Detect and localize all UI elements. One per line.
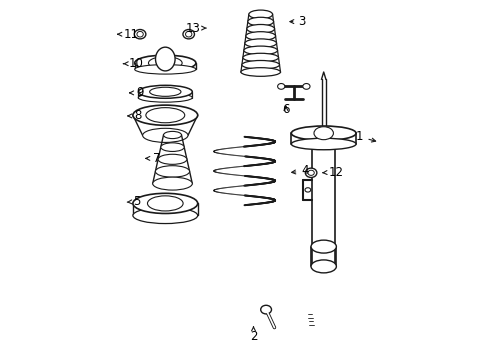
- Ellipse shape: [302, 84, 309, 89]
- Text: 7: 7: [145, 152, 160, 165]
- Text: 1: 1: [355, 130, 375, 143]
- Ellipse shape: [248, 10, 272, 19]
- Ellipse shape: [243, 53, 278, 62]
- Ellipse shape: [138, 85, 192, 98]
- Ellipse shape: [313, 127, 333, 140]
- Ellipse shape: [133, 207, 197, 224]
- Ellipse shape: [247, 17, 273, 26]
- Ellipse shape: [244, 39, 276, 48]
- Ellipse shape: [137, 31, 143, 37]
- Ellipse shape: [149, 87, 181, 96]
- Ellipse shape: [142, 128, 187, 143]
- Ellipse shape: [134, 55, 196, 71]
- Ellipse shape: [133, 193, 197, 213]
- Ellipse shape: [305, 168, 316, 177]
- Ellipse shape: [185, 31, 191, 37]
- Ellipse shape: [158, 154, 186, 164]
- Ellipse shape: [242, 60, 279, 69]
- Ellipse shape: [138, 93, 192, 102]
- Ellipse shape: [148, 57, 182, 69]
- Ellipse shape: [291, 138, 355, 150]
- Text: 10: 10: [123, 57, 143, 70]
- Ellipse shape: [311, 136, 335, 144]
- Text: 8: 8: [128, 109, 142, 122]
- Ellipse shape: [183, 30, 194, 39]
- Text: 5: 5: [127, 195, 140, 208]
- Ellipse shape: [305, 188, 310, 192]
- Text: 13: 13: [185, 22, 206, 35]
- Text: 6: 6: [282, 103, 289, 116]
- Text: 2: 2: [249, 327, 257, 343]
- Ellipse shape: [277, 84, 284, 89]
- Ellipse shape: [241, 68, 280, 76]
- Ellipse shape: [145, 108, 184, 123]
- Text: 4: 4: [291, 165, 308, 177]
- Ellipse shape: [244, 46, 277, 55]
- Ellipse shape: [163, 131, 181, 139]
- Text: 12: 12: [322, 166, 343, 179]
- Ellipse shape: [310, 240, 336, 253]
- Text: 3: 3: [289, 15, 305, 28]
- Ellipse shape: [260, 305, 271, 314]
- Ellipse shape: [155, 166, 189, 177]
- Ellipse shape: [307, 170, 314, 175]
- Text: 11: 11: [118, 28, 138, 41]
- Ellipse shape: [291, 126, 355, 140]
- Ellipse shape: [246, 24, 274, 33]
- Ellipse shape: [147, 196, 183, 211]
- Ellipse shape: [134, 30, 145, 39]
- Ellipse shape: [152, 177, 192, 190]
- Ellipse shape: [133, 105, 197, 125]
- Ellipse shape: [161, 143, 184, 152]
- Ellipse shape: [134, 64, 196, 74]
- Ellipse shape: [310, 260, 336, 273]
- Ellipse shape: [245, 32, 275, 40]
- Text: 9: 9: [129, 86, 143, 99]
- Ellipse shape: [155, 47, 175, 71]
